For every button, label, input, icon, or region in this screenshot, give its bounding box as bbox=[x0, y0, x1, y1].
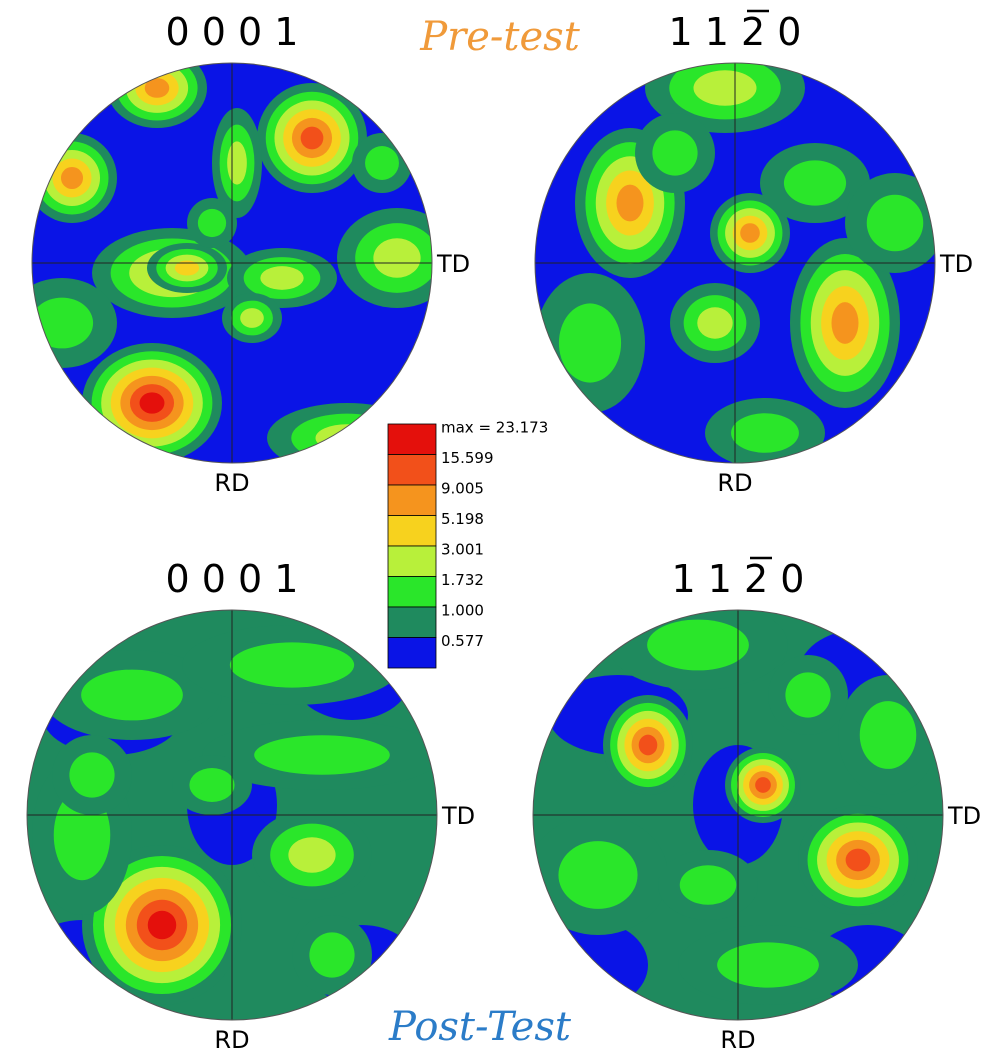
pf-rim bbox=[31, 62, 433, 464]
pf-contour bbox=[859, 701, 917, 769]
pf-contour bbox=[558, 841, 638, 909]
pf-contour bbox=[309, 932, 355, 978]
td-label: TD bbox=[947, 802, 981, 830]
pf-title: 1 1 2 0 bbox=[672, 557, 805, 601]
td-label: TD bbox=[436, 250, 470, 278]
legend-swatch bbox=[387, 545, 437, 577]
pf-contour bbox=[845, 848, 871, 872]
rd-label: RD bbox=[720, 1026, 755, 1053]
legend-label: 3.001 bbox=[441, 541, 484, 559]
legend-label: 15.599 bbox=[441, 449, 494, 467]
legend-swatch bbox=[387, 484, 437, 516]
pf-contour bbox=[254, 735, 390, 775]
legend-label: 9.005 bbox=[441, 480, 484, 498]
pf-contour bbox=[373, 238, 421, 278]
pf-contour bbox=[866, 194, 924, 252]
pole-figure bbox=[535, 63, 935, 463]
rd-label: RD bbox=[214, 469, 249, 497]
pf-contour bbox=[300, 126, 324, 150]
pf-contour bbox=[291, 413, 403, 463]
pf-contour bbox=[717, 942, 819, 988]
pf-title: 1 1 2 0 bbox=[669, 10, 802, 54]
pf-contour bbox=[197, 208, 227, 238]
pf-contour bbox=[147, 910, 177, 940]
pf-contour bbox=[189, 768, 235, 802]
legend-label: 1.000 bbox=[441, 602, 484, 620]
pf-contour bbox=[174, 260, 200, 276]
pf-contour bbox=[693, 70, 757, 106]
pf-contour bbox=[240, 308, 264, 328]
pf-contour bbox=[783, 160, 847, 206]
pf-contour bbox=[652, 130, 698, 176]
pf-title: 0 0 0 1 bbox=[166, 557, 299, 601]
pf-contour bbox=[647, 619, 749, 671]
pf-contour bbox=[679, 865, 737, 905]
pf-contour bbox=[697, 307, 733, 339]
pf-contour bbox=[365, 146, 399, 180]
td-label: TD bbox=[939, 250, 973, 278]
pf-contour bbox=[144, 78, 170, 98]
pf-contour bbox=[69, 752, 115, 798]
legend-swatch bbox=[387, 454, 437, 486]
pre-heading: Pre-test bbox=[419, 14, 580, 60]
pf-contour bbox=[32, 297, 94, 349]
pf-contour bbox=[288, 837, 336, 873]
pf-contour bbox=[60, 166, 84, 190]
legend-label: max = 23.173 bbox=[441, 419, 548, 437]
legend-swatch bbox=[387, 576, 437, 608]
legend-label: 1.732 bbox=[441, 571, 484, 589]
legend-swatch bbox=[387, 423, 437, 455]
pf-contour bbox=[227, 141, 247, 185]
rd-label: RD bbox=[214, 1026, 249, 1053]
legend-swatch bbox=[387, 515, 437, 547]
legend-label: 0.577 bbox=[441, 632, 484, 650]
pf-contour bbox=[260, 266, 304, 290]
pf-contour bbox=[638, 734, 658, 756]
legend-label: 5.198 bbox=[441, 510, 484, 528]
pf-rim bbox=[532, 609, 944, 1021]
pf-contour bbox=[731, 413, 799, 453]
pole-figure bbox=[533, 610, 943, 1020]
pf-contour bbox=[616, 184, 644, 222]
td-label: TD bbox=[441, 802, 475, 830]
pf-contour bbox=[785, 672, 831, 718]
pf-contour bbox=[558, 303, 622, 383]
pole-figure bbox=[32, 63, 432, 463]
pf-contour bbox=[740, 223, 760, 243]
legend-swatch bbox=[387, 637, 437, 669]
pf-contour bbox=[139, 392, 165, 414]
pf-rim bbox=[534, 62, 936, 464]
legend-swatch bbox=[387, 606, 437, 638]
pf-contour bbox=[755, 777, 771, 793]
pf-contour bbox=[229, 642, 355, 688]
rd-label: RD bbox=[717, 469, 752, 497]
pf-title: 0 0 0 1 bbox=[166, 10, 299, 54]
pf-rim bbox=[26, 609, 438, 1021]
pf-contour bbox=[81, 669, 183, 721]
post-heading: Post-Test bbox=[388, 1004, 572, 1050]
pf-contour bbox=[315, 424, 379, 452]
pf-contour bbox=[831, 302, 859, 344]
